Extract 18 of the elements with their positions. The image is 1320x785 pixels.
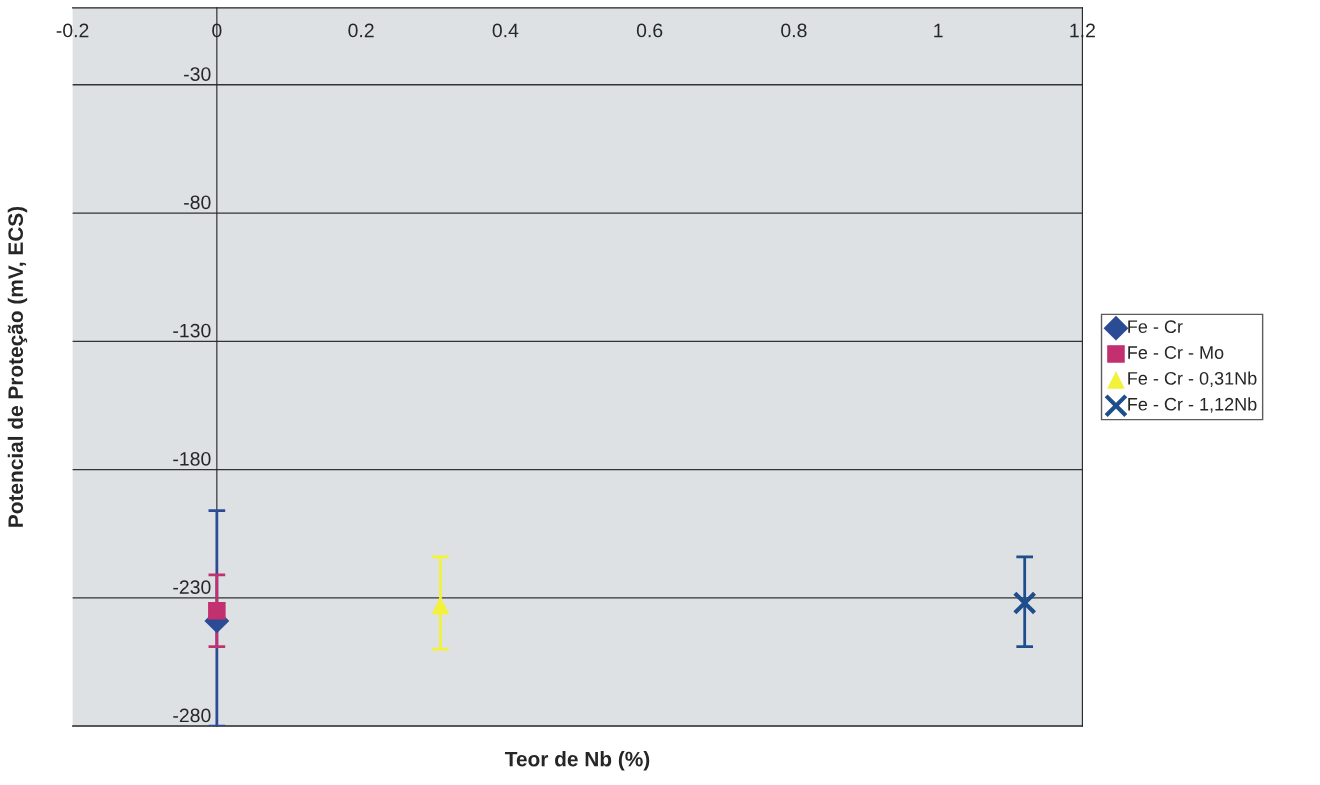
y-tick-label: -230 [173,580,211,595]
y-axis-title: Potencial de Proteção (mV, ECS) [7,206,28,527]
legend-label: Fe - Cr - 1,12Nb [1128,397,1257,413]
legend-label: Fe - Cr - Mo [1128,346,1224,359]
x-tick-label: 0.6 [636,23,663,38]
y-tick-label: -80 [184,195,211,210]
y-tick-label: -130 [173,323,211,338]
x-tick-label: 0.8 [781,23,807,38]
y-tick-label: -30 [184,67,211,81]
y-tick-label: -180 [173,451,211,466]
legend-label: Fe - Cr - 0,31Nb [1128,371,1257,387]
x-tick-label: 0.2 [348,23,374,38]
x-tick-label: 1 [934,23,943,38]
x-axis-title: Teor de Nb (%) [505,751,650,771]
x-tick-label: -0.2 [56,23,89,38]
x-tick-label: 0.4 [492,23,519,38]
y-tick-label: -280 [173,708,211,723]
legend-label: Fe - Cr [1128,320,1183,334]
